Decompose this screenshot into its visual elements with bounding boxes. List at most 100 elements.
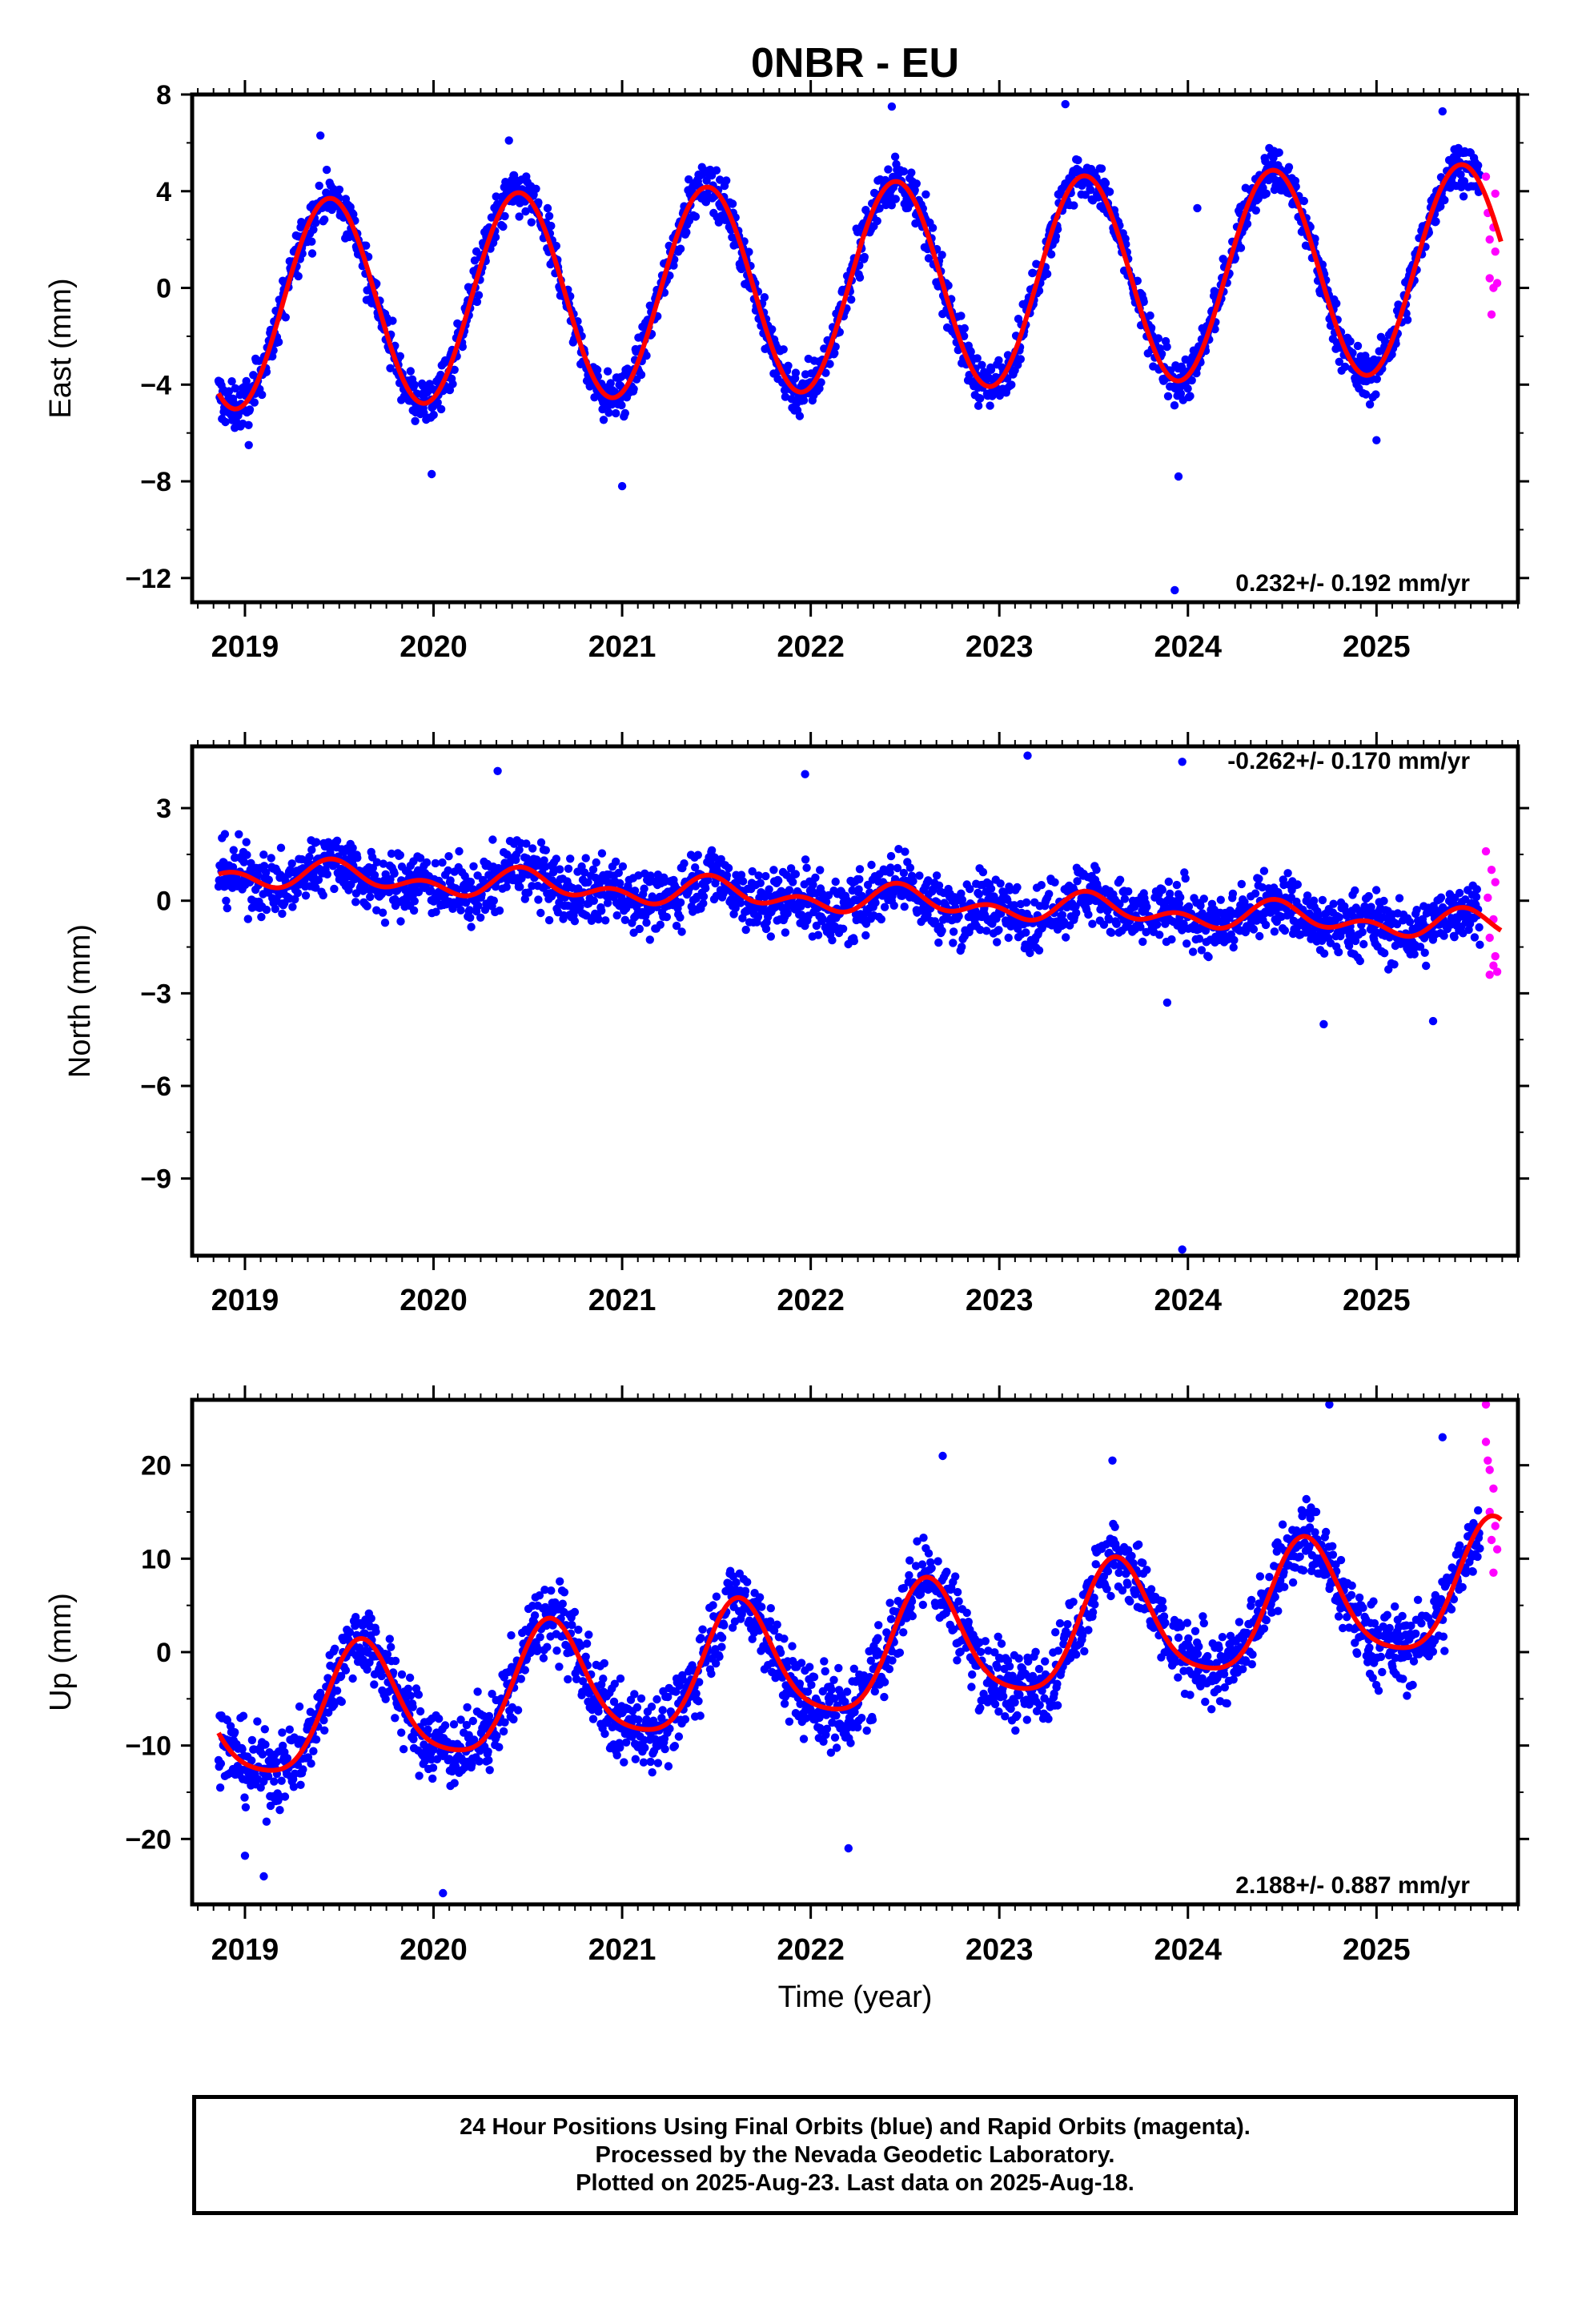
north-final-point xyxy=(957,889,966,899)
north-final-point xyxy=(717,854,725,864)
east-final-point xyxy=(315,181,323,191)
north-final-point xyxy=(1318,895,1327,905)
east-final-point xyxy=(1097,164,1106,173)
east-final-point xyxy=(875,204,884,213)
north-final-point xyxy=(467,923,476,931)
east-plot-frame xyxy=(190,92,1520,605)
north-final-point xyxy=(444,866,452,875)
north-y-axis-label: North (mm) xyxy=(63,924,97,1078)
north-final-point xyxy=(766,932,775,941)
north-final-point xyxy=(1358,927,1367,937)
north-x-tick-label: 2020 xyxy=(400,1284,468,1317)
north-final-point xyxy=(630,887,640,895)
east-final-point xyxy=(617,481,627,491)
east-final-point xyxy=(429,410,438,420)
north-y-tick-label: 3 xyxy=(156,794,171,824)
north-final-point xyxy=(889,901,898,911)
north-final-point xyxy=(267,854,275,862)
east-final-point xyxy=(682,227,691,237)
east-model-curve xyxy=(216,162,1504,412)
north-final-point xyxy=(257,912,266,922)
east-final-point xyxy=(817,378,825,387)
north-final-point xyxy=(1136,923,1145,931)
north-final-point xyxy=(976,925,985,935)
east-final-point xyxy=(1186,392,1195,400)
north-final-point xyxy=(691,882,701,891)
east-final-point xyxy=(515,212,524,221)
north-final-point xyxy=(601,916,610,925)
east-final-point xyxy=(307,237,316,246)
north-final-point xyxy=(495,906,504,915)
north-rapid-point xyxy=(1485,933,1494,943)
east-final-point xyxy=(258,390,267,400)
north-final-point xyxy=(761,871,770,881)
north-final-point xyxy=(616,879,624,888)
north-final-point xyxy=(534,895,543,904)
up-final-point xyxy=(415,1771,424,1780)
east-final-point xyxy=(1016,355,1026,364)
north-final-point xyxy=(1022,928,1030,937)
north-final-point xyxy=(414,887,424,897)
east-final-point xyxy=(974,401,983,410)
up-final-point xyxy=(473,1687,482,1696)
north-final-point xyxy=(405,869,414,879)
east-final-point xyxy=(781,392,790,401)
up-final-point xyxy=(247,1735,257,1745)
east-final-point xyxy=(1074,155,1082,165)
north-final-point xyxy=(748,866,757,876)
east-final-point xyxy=(1183,384,1192,393)
north-final-point xyxy=(1216,895,1226,904)
north-final-point xyxy=(1293,880,1303,889)
up-final-point xyxy=(405,1673,415,1683)
up-final-point xyxy=(450,1779,459,1787)
north-final-point xyxy=(243,915,252,923)
north-final-point xyxy=(1167,935,1176,944)
north-final-point xyxy=(1410,950,1419,959)
east-final-point xyxy=(973,354,982,363)
north-final-point xyxy=(220,830,230,838)
east-final-point xyxy=(1154,334,1163,343)
north-final-point xyxy=(831,877,840,887)
north-final-point xyxy=(928,885,938,894)
north-final-point xyxy=(954,911,963,921)
east-final-point xyxy=(928,223,938,232)
north-final-point xyxy=(1258,883,1267,892)
up-final-point xyxy=(428,1763,438,1772)
east-final-point xyxy=(1170,585,1179,595)
east-final-point xyxy=(1346,337,1355,346)
north-final-point xyxy=(774,876,783,885)
east-final-point xyxy=(976,394,985,403)
north-final-point xyxy=(691,863,700,872)
north-final-point xyxy=(1124,887,1133,896)
east-final-point xyxy=(244,420,253,429)
east-final-point xyxy=(1361,390,1371,399)
north-final-point xyxy=(291,895,299,904)
up-final-point xyxy=(278,1728,287,1737)
east-final-point xyxy=(606,379,615,388)
north-final-point xyxy=(707,846,717,855)
north-final-point xyxy=(662,912,671,922)
north-final-point xyxy=(262,905,271,915)
east-final-point xyxy=(1042,269,1052,279)
east-final-point xyxy=(887,102,897,111)
north-final-point xyxy=(811,873,820,883)
up-final-point xyxy=(416,1707,425,1716)
east-final-point xyxy=(676,244,685,253)
east-final-point xyxy=(1372,375,1382,384)
east-final-point xyxy=(552,241,560,251)
north-final-point xyxy=(1199,895,1209,903)
north-final-point xyxy=(1279,880,1288,890)
up-final-point xyxy=(484,1747,492,1756)
east-x-tick-label: 2019 xyxy=(211,630,279,664)
east-final-point xyxy=(795,412,805,420)
east-final-point xyxy=(1211,324,1219,334)
east-final-point xyxy=(1187,376,1196,385)
east-final-point xyxy=(245,405,255,414)
north-final-point xyxy=(1155,931,1164,939)
east-final-point xyxy=(491,233,500,242)
up-final-point xyxy=(463,1703,472,1712)
north-final-point xyxy=(1184,902,1194,911)
east-final-point xyxy=(448,380,457,388)
up-final-point xyxy=(440,1721,450,1730)
north-final-point xyxy=(737,899,745,907)
